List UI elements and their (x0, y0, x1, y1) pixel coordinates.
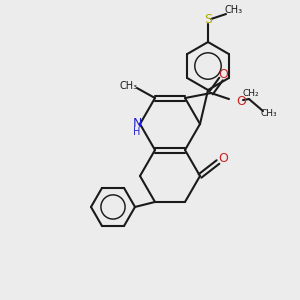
Text: O: O (218, 68, 228, 80)
Text: CH₃: CH₃ (261, 109, 277, 118)
Text: H: H (133, 127, 141, 137)
Text: N: N (132, 116, 142, 130)
Text: CH₃: CH₃ (225, 5, 243, 15)
Text: CH₂: CH₂ (243, 88, 259, 98)
Text: O: O (218, 152, 228, 166)
Text: S: S (204, 13, 212, 26)
Text: O: O (236, 94, 246, 107)
Text: CH₃: CH₃ (120, 81, 138, 91)
